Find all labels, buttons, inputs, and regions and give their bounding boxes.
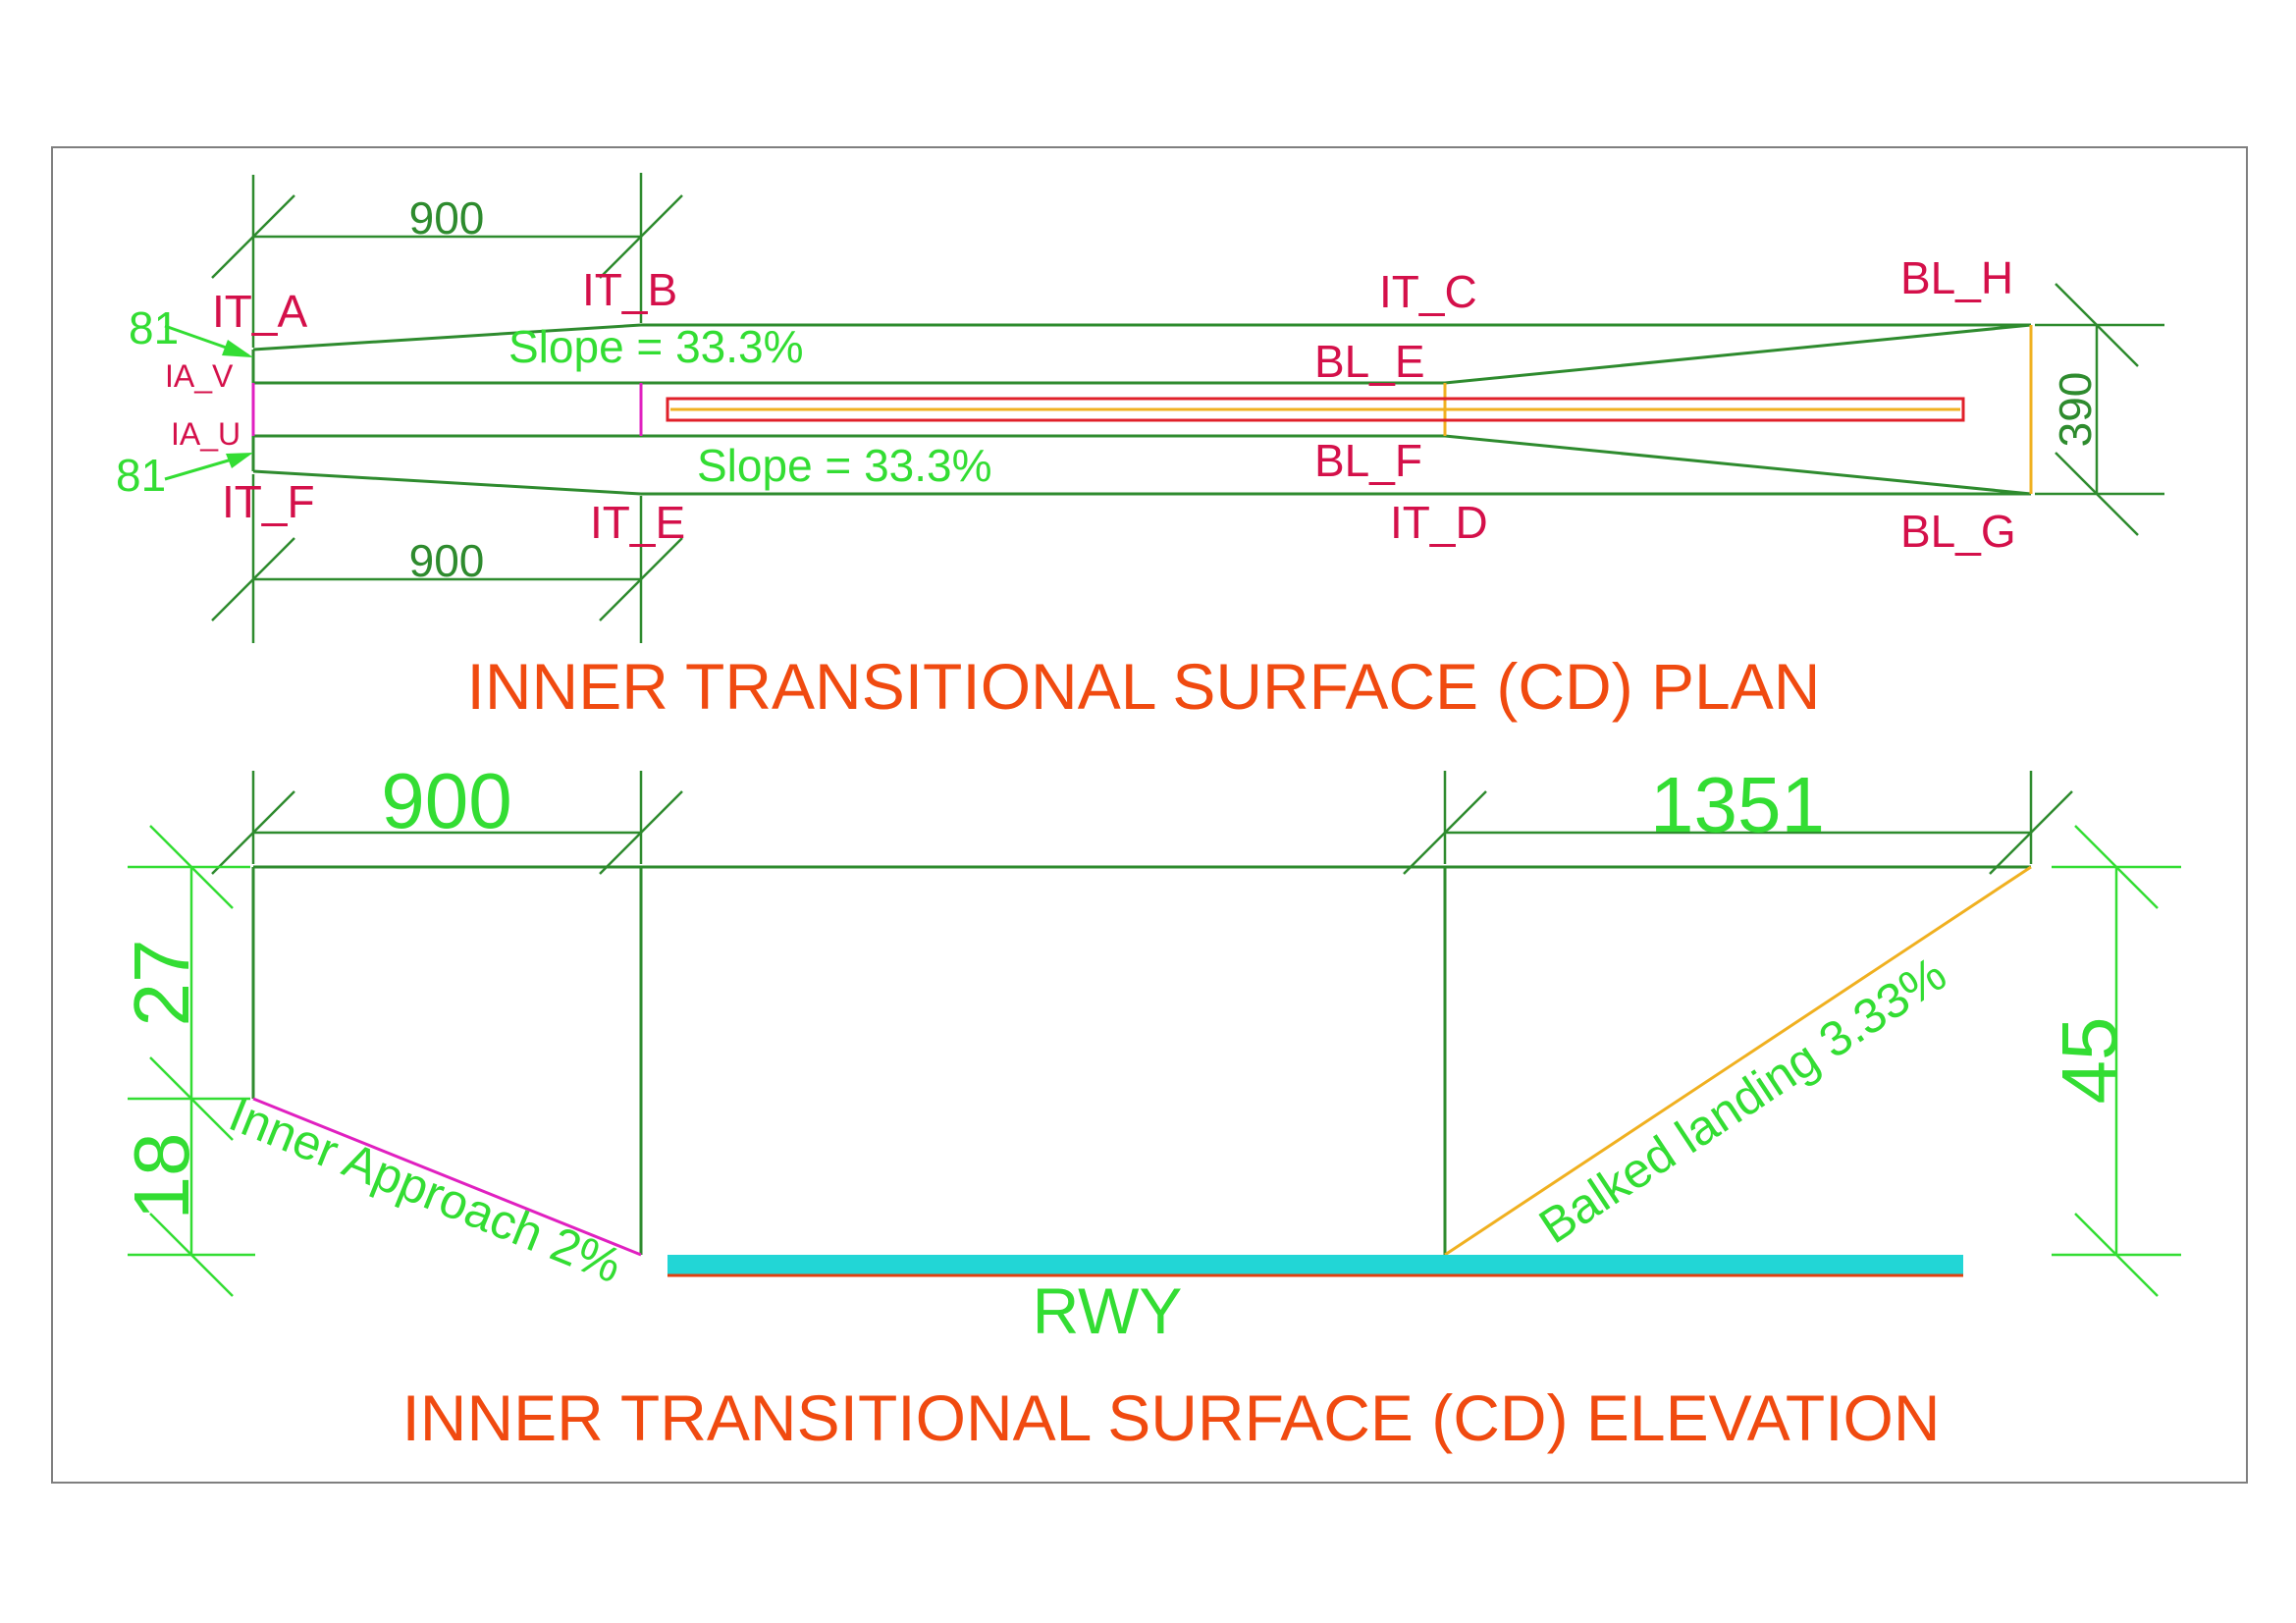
elevation-dim-right-height: [2052, 825, 2181, 1297]
plan-dim-width-390-label: 390: [2050, 372, 2101, 448]
balked-landing-slope-line: [1444, 865, 2032, 1257]
dim-tick: [211, 537, 295, 622]
point-label-it-f: IT_F: [222, 476, 315, 527]
elevation-runway-bar: [667, 1255, 1963, 1274]
dim-tick: [1403, 790, 1487, 875]
inner-approach-slope-line: [252, 1097, 642, 1257]
dim-tick: [211, 194, 295, 279]
dim-tick: [599, 790, 683, 875]
point-label-ia-v: IA_V: [165, 358, 234, 394]
dim-tick: [2074, 1213, 2159, 1297]
dim-tick: [2055, 452, 2139, 536]
plan-dim-bottom-900: [211, 474, 683, 643]
plan-outline: [251, 323, 2032, 496]
plan-runway-outer: [666, 397, 1965, 422]
point-label-bl-f: BL_F: [1314, 435, 1422, 486]
point-label-ia-u: IA_U: [171, 416, 240, 452]
runway-label: RWY: [1033, 1274, 1183, 1347]
elevation-frame-lines: [251, 865, 2031, 1255]
plan-dim-top-900-label: 900: [409, 192, 485, 243]
plan-slope-bottom-note: Slope = 33.3%: [697, 440, 992, 491]
plan-dim-bottom-900-label: 900: [409, 535, 485, 586]
point-label-bl-h: BL_H: [1900, 252, 2013, 303]
point-label-it-a: IT_A: [212, 286, 307, 337]
elevation-dim-left-heights: [128, 825, 255, 1297]
plan-title: INNER TRANSITIONAL SURFACE (CD) PLAN: [467, 650, 1821, 723]
dim-tick: [2055, 283, 2139, 367]
plan-dim-top-900: [211, 173, 683, 348]
balked-edge-bl-f-to-bl-g: [1444, 434, 2032, 496]
elevation-dim-1351: [1403, 771, 2073, 875]
balked-landing-label: Balked landing 3.33%: [1529, 947, 1955, 1255]
leader-bottom-81-arrowhead: [226, 453, 253, 468]
drawing-frame: [51, 146, 2248, 1484]
dim-tick: [599, 537, 683, 622]
point-label-bl-g: BL_G: [1900, 506, 2016, 557]
elevation-dim-45-label: 45: [2046, 1017, 2133, 1105]
dim-tick: [2074, 825, 2159, 909]
point-label-bl-e: BL_E: [1314, 336, 1425, 387]
plan-view: 900 900 390 81 81 IT_A IT_B IT_C: [116, 173, 2164, 723]
point-label-it-b: IT_B: [582, 264, 677, 315]
elevation-view: RWY 900 1351 27 1: [118, 757, 2181, 1454]
elevation-dim-27-label: 27: [118, 940, 205, 1027]
dim-tick: [149, 825, 234, 909]
elevation-dim-1351-label: 1351: [1650, 761, 1825, 848]
dim-tick: [599, 194, 683, 279]
inner-approach-label: Inner Approach 2%: [222, 1086, 629, 1293]
edge-it-a-to-it-b: [252, 323, 642, 352]
point-label-it-d: IT_D: [1390, 497, 1488, 548]
balked-edge-bl-e-to-bl-h: [1444, 323, 2032, 385]
elevation-dim-18-label: 18: [118, 1133, 205, 1220]
dim-tick: [1989, 790, 2073, 875]
leader-bottom-81-label: 81: [116, 450, 166, 501]
plan-dim-width-390: [2035, 283, 2164, 536]
elevation-title: INNER TRANSITIONAL SURFACE (CD) ELEVATIO…: [401, 1381, 1940, 1454]
elevation-dim-900-label: 900: [381, 757, 511, 844]
point-label-it-e: IT_E: [590, 497, 685, 548]
leader-top-81-label: 81: [129, 302, 179, 353]
dim-tick: [149, 1056, 234, 1141]
plan-slope-top-note: Slope = 33.3%: [508, 321, 804, 372]
edge-it-f-to-it-e: [252, 469, 642, 496]
point-label-it-c: IT_C: [1379, 266, 1477, 317]
dim-tick: [149, 1213, 234, 1297]
elevation-dim-900: [211, 771, 683, 875]
dim-tick: [211, 790, 295, 875]
leader-top-81-arrowhead: [222, 340, 253, 357]
